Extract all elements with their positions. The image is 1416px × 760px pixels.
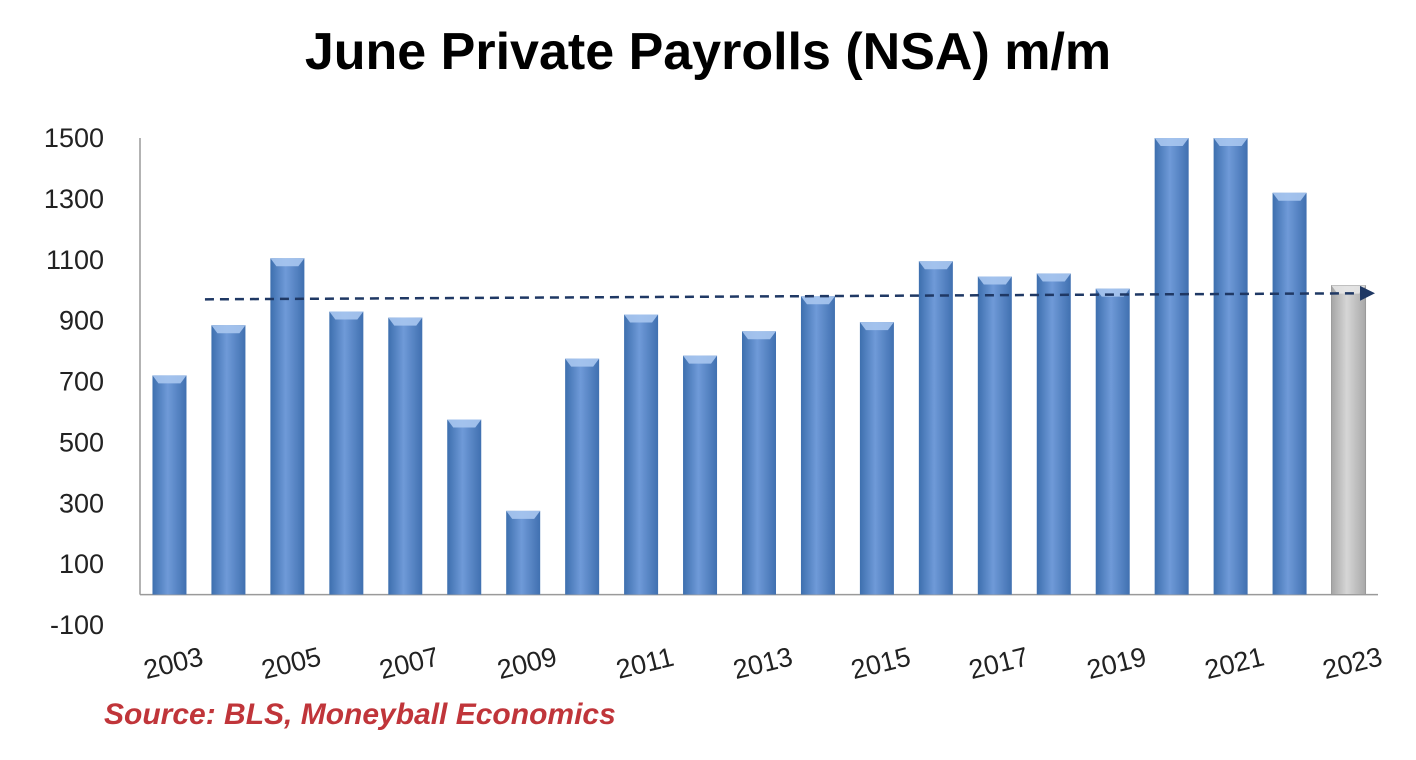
bar-cap [800, 296, 835, 305]
bar-rect [506, 510, 541, 595]
bar-rect [329, 311, 364, 595]
bar-2013 [742, 331, 776, 595]
bar-2009 [506, 510, 541, 595]
y-tick-label: 100 [59, 549, 104, 579]
y-tick-label: -100 [50, 610, 104, 640]
bar-cap [977, 276, 1012, 285]
bar-cap [388, 317, 423, 326]
y-tick-label: 300 [59, 488, 104, 518]
bar-2015 [859, 322, 894, 595]
bar-2006 [329, 311, 364, 595]
bar-cap [1036, 273, 1071, 282]
bar-rect [152, 375, 187, 595]
x-tick-label: 2009 [494, 641, 560, 685]
bar-2012 [683, 355, 718, 595]
x-tick-label: 2003 [141, 641, 207, 685]
x-tick-label: 2007 [376, 641, 442, 685]
bar-cap [624, 314, 659, 323]
bar-2011 [624, 314, 659, 595]
bar-2010 [565, 358, 600, 595]
bar-rect [683, 355, 718, 595]
bar-cap [329, 311, 364, 320]
y-tick-label: 1500 [44, 123, 104, 153]
bar-2019 [1095, 288, 1130, 595]
bar-2007 [388, 317, 423, 595]
source-note: Source: BLS, Moneyball Economics [104, 698, 616, 731]
bar-rect [1272, 192, 1307, 595]
bar-rect [800, 296, 835, 595]
bar-cap [506, 510, 541, 519]
bar-cap [211, 325, 246, 334]
bar-rect [918, 261, 953, 595]
bar-2020 [1154, 138, 1189, 595]
bar-cap [270, 258, 305, 267]
x-tick-label: 2013 [730, 641, 796, 685]
bar-rect [977, 276, 1012, 595]
bar-cap [1213, 138, 1248, 146]
bar-rect [1213, 138, 1248, 595]
x-tick-label: 2005 [258, 641, 324, 685]
bar-cap [1272, 192, 1307, 201]
bar-2014 [800, 296, 835, 595]
bar-cap [918, 261, 953, 270]
bar-2016 [918, 261, 953, 595]
x-tick-label: 2019 [1084, 641, 1150, 685]
y-tick-label: 500 [59, 427, 104, 457]
bar-cap [565, 358, 600, 367]
bar-2022 [1272, 192, 1307, 595]
bar-rect [624, 314, 659, 595]
bar-rect [859, 322, 894, 595]
bar-cap [1331, 285, 1366, 294]
bar-2005 [270, 258, 305, 595]
bar-rect [1095, 288, 1130, 595]
x-tick-label: 2015 [848, 641, 914, 685]
x-tick-label: 2021 [1202, 641, 1268, 685]
x-tick-label: 2017 [966, 641, 1032, 685]
bar-cap [1154, 138, 1189, 146]
bar-2008 [447, 419, 482, 595]
bar-cap [859, 322, 894, 331]
bar-cap [152, 375, 187, 384]
bar-2021 [1213, 138, 1248, 595]
bar-cap [683, 355, 718, 364]
bar-2017 [977, 276, 1012, 595]
bar-cap [742, 331, 776, 340]
bar-rect [447, 419, 482, 595]
x-tick-label: 2023 [1320, 641, 1386, 685]
bar-rect [1154, 138, 1189, 595]
y-tick-label: 700 [59, 367, 104, 397]
bar-rect [1331, 285, 1367, 596]
y-tick-label: 900 [59, 306, 104, 336]
bar-rect [388, 317, 423, 595]
bar-rect [565, 358, 600, 595]
bar-2023 [1331, 285, 1367, 596]
bar-rect [211, 325, 246, 595]
bar-cap [447, 419, 482, 428]
chart-title: June Private Payrolls (NSA) m/m [304, 23, 1112, 81]
bar-rect [742, 331, 776, 595]
bar-rect [270, 258, 305, 595]
y-tick-label: 1300 [44, 184, 104, 214]
x-tick-label: 2011 [613, 642, 677, 685]
trend-line-arrow [204, 285, 1375, 301]
bar-2004 [211, 325, 246, 595]
bar-2003 [152, 375, 187, 595]
y-tick-label: 1100 [46, 245, 104, 275]
bar-2018 [1036, 273, 1071, 595]
bar-rect [1036, 273, 1071, 595]
